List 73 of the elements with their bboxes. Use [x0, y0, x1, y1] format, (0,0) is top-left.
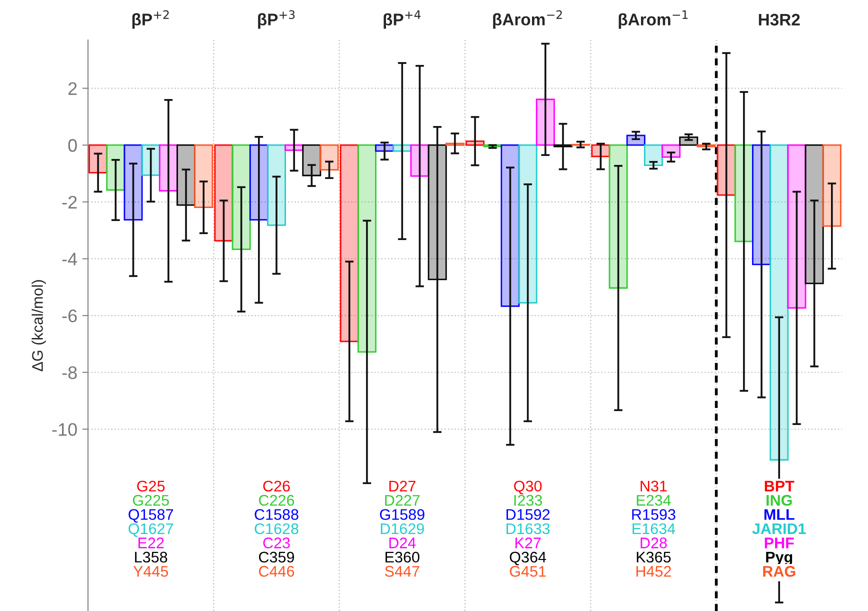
annotation: I233 — [514, 494, 542, 506]
annotation: G1589 — [380, 509, 424, 520]
x-tick-label: H3R2 — [758, 14, 800, 26]
annotation: G225 — [132, 494, 169, 506]
y-tick-label: 0 — [68, 139, 77, 152]
text: BPT — [764, 480, 794, 492]
annotation: N31 — [640, 480, 667, 492]
text: RAG — [763, 566, 796, 577]
annotation: E234 — [636, 494, 671, 506]
text: MLL — [764, 509, 794, 520]
x-tick-label: βP$^{+2}$ — [132, 10, 169, 29]
y-tick-label: -2 — [62, 196, 77, 208]
y-axis-title: ΔG (kcal/mol) — [32, 280, 46, 372]
annotation: C446 — [259, 566, 294, 577]
bar — [518, 144, 538, 304]
annotation: E360 — [386, 552, 420, 563]
y-tick-label: -10 — [52, 423, 77, 436]
annotation: G451 — [510, 566, 546, 577]
annotation: S447 — [385, 566, 420, 577]
bar — [124, 144, 143, 221]
bar — [822, 144, 842, 227]
bar — [302, 144, 322, 176]
annotation: Q1587 — [128, 509, 173, 523]
annotation: D1592 — [506, 509, 550, 520]
text: JARID1 — [752, 523, 806, 534]
annotation: Q364 — [510, 552, 546, 566]
annotation: E22 — [138, 538, 164, 548]
y-tick-label: -8 — [62, 366, 77, 380]
annotation: C226 — [259, 494, 294, 506]
bar — [214, 144, 234, 242]
x-tick-label: βArom$^{−1}$ — [618, 10, 688, 29]
bar — [340, 144, 359, 342]
annotation: D227 — [385, 494, 420, 506]
bar — [267, 144, 286, 226]
text: PHF — [764, 538, 794, 548]
x-tick-label: βArom$^{−2}$ — [493, 10, 562, 29]
y-tick-label: 2 — [68, 82, 77, 95]
bar — [787, 144, 806, 309]
annotation: C26 — [263, 480, 290, 492]
annotation: C359 — [259, 552, 294, 563]
text: ING — [766, 494, 792, 506]
annotation: D24 — [389, 538, 416, 548]
annotation: R1593 — [632, 509, 676, 520]
bar — [804, 144, 824, 284]
annotation: C1628 — [254, 523, 298, 534]
annotation: D27 — [389, 480, 416, 492]
annotation: H452 — [636, 566, 671, 577]
y-tick-label: -6 — [62, 309, 77, 322]
annotation: C23 — [263, 538, 290, 548]
annotation: C1588 — [254, 509, 298, 520]
bar — [770, 144, 789, 461]
x-tick-label: βP$^{+4}$ — [384, 10, 421, 29]
annotation: Q1627 — [128, 523, 173, 537]
annotation: Y445 — [133, 566, 168, 577]
annotation: E1634 — [632, 523, 676, 534]
bar — [500, 144, 520, 307]
bar — [194, 144, 214, 208]
bar — [232, 144, 251, 250]
annotation: D28 — [640, 538, 667, 548]
annotation: D1633 — [506, 523, 550, 534]
bar — [320, 144, 339, 171]
bar — [608, 144, 628, 289]
annotation: G25 — [137, 480, 165, 492]
y-tick-label: -4 — [62, 252, 78, 266]
annotation: Q30 — [514, 480, 542, 494]
bar — [428, 144, 447, 280]
annotation: L358 — [135, 552, 168, 563]
annotation: K27 — [515, 538, 541, 548]
x-tick-label: βP$^{+3}$ — [258, 10, 295, 29]
annotation: D1629 — [380, 523, 424, 534]
bar — [644, 144, 663, 166]
bar — [357, 144, 376, 353]
annotation: K365 — [636, 552, 671, 563]
